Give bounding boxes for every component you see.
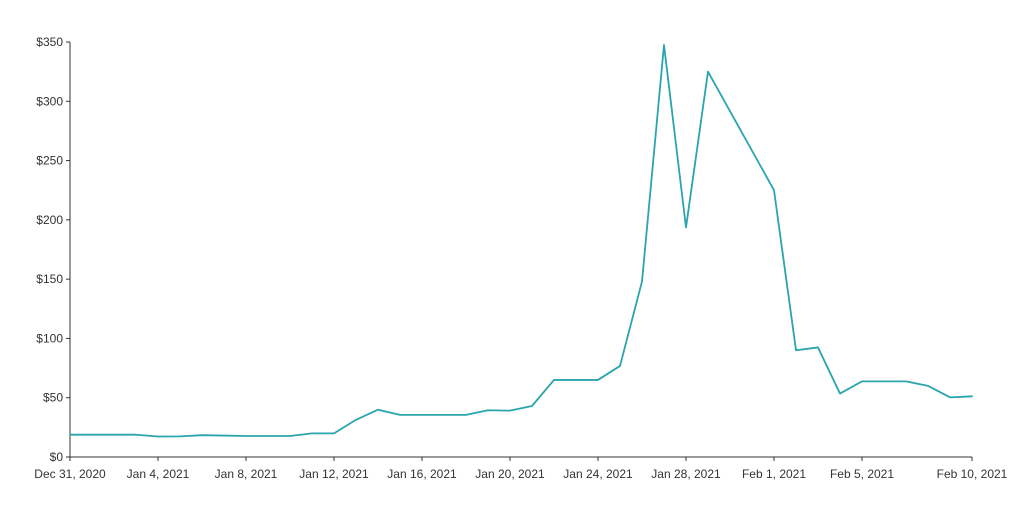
x-tick-label: Jan 20, 2021 — [475, 467, 545, 481]
x-tick-label: Jan 28, 2021 — [651, 467, 721, 481]
x-tick-label: Jan 4, 2021 — [127, 467, 190, 481]
plot-area — [69, 44, 973, 438]
x-axis: Dec 31, 2020 Jan 4, 2021 Jan 8, 2021 Jan 12… — [34, 456, 1008, 481]
x-tick-label: Dec 31, 2020 — [34, 467, 106, 481]
y-tick-label: $300 — [36, 94, 63, 108]
y-tick-label: $350 — [36, 35, 63, 49]
y-tick-label: $200 — [36, 213, 63, 227]
x-tick-label: Jan 12, 2021 — [299, 467, 369, 481]
y-tick-label: $0 — [50, 450, 64, 464]
y-tick-label: $100 — [36, 331, 63, 345]
x-tick-label: Jan 8, 2021 — [215, 467, 278, 481]
y-tick-label: $250 — [36, 154, 63, 168]
series-line — [69, 44, 973, 438]
x-tick-label: Jan 16, 2021 — [387, 467, 457, 481]
x-tick-label: Feb 5, 2021 — [830, 467, 894, 481]
x-tick-label: Feb 10, 2021 — [937, 467, 1008, 481]
x-tick-label: Feb 1, 2021 — [742, 467, 806, 481]
y-tick-label: $150 — [36, 272, 63, 286]
x-tick-label: Jan 24, 2021 — [563, 467, 633, 481]
y-tick-label: $50 — [43, 391, 63, 405]
y-axis: $0 $50 $100 $150 $200 $250 $300 $350 — [36, 35, 71, 464]
